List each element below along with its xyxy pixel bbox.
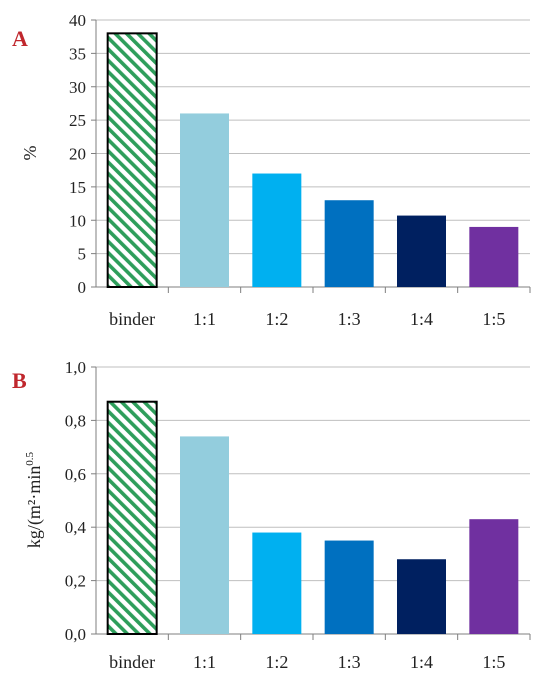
bar-binder <box>106 32 158 288</box>
bar-1-3 <box>324 540 374 634</box>
bars-a <box>106 32 519 288</box>
chart-b: B kg/(m²·min0.5 0,0 0,2 0,4 0,6 0,8 1,0 binde… <box>12 358 531 672</box>
x-tick-label: 1:1 <box>193 652 216 672</box>
bar-binder <box>106 400 158 635</box>
y-axis-label-a: % <box>20 146 40 161</box>
y-axis-label-b-main: kg/(m²·min <box>24 466 45 548</box>
bar-1-2 <box>252 532 302 634</box>
y-tick-label: 20 <box>69 145 86 164</box>
x-tick-label: 1:4 <box>410 652 433 672</box>
bar-1-5 <box>469 226 519 287</box>
y-tick-label: 0,2 <box>65 572 86 591</box>
x-tick-label: binder <box>109 309 155 329</box>
y-tick-label: 0 <box>78 278 87 297</box>
bar-1-4 <box>397 559 446 634</box>
y-tick-label: 30 <box>69 78 86 97</box>
x-tick-label: 1:3 <box>338 652 361 672</box>
chart-a: A % 0 5 10 15 20 25 30 35 40 binder 1:1 1:2 1:3 1:4 1… <box>12 11 531 329</box>
bars-b <box>106 400 519 635</box>
y-tick-label: 10 <box>69 211 86 230</box>
y-tick-label: 35 <box>69 44 86 63</box>
x-tick-label: 1:5 <box>482 652 505 672</box>
y-axis-label-b-sup: 0.5 <box>24 451 36 465</box>
x-tick-label: 1:3 <box>338 309 361 329</box>
x-tick-label: 1:5 <box>482 309 505 329</box>
x-tick-label: binder <box>109 652 155 672</box>
bar-1-1 <box>180 113 229 287</box>
grid-b <box>96 366 530 582</box>
bar-1-4 <box>397 215 446 287</box>
grid-a <box>96 19 530 255</box>
y-tick-label: 5 <box>78 245 87 264</box>
x-tick-label: 1:1 <box>193 309 216 329</box>
bar-1-3 <box>324 200 374 287</box>
x-tick-label: 1:4 <box>410 309 433 329</box>
x-tick-label: 1:2 <box>265 309 288 329</box>
y-tick-label: 25 <box>69 111 86 130</box>
bar-1-2 <box>252 173 302 287</box>
y-tick-label: 40 <box>69 11 86 30</box>
x-tick-label: 1:2 <box>265 652 288 672</box>
y-tick-label: 0,4 <box>65 518 87 537</box>
x-ticks-a: binder 1:1 1:2 1:3 1:4 1:5 <box>109 287 531 329</box>
panel-label-a: A <box>12 26 28 51</box>
y-tick-label: 15 <box>69 178 86 197</box>
x-ticks-b: binder 1:1 1:2 1:3 1:4 1:5 <box>109 634 531 672</box>
bar-1-5 <box>469 519 519 634</box>
y-tick-label: 0,0 <box>65 625 86 644</box>
panel-label-b: B <box>12 368 27 393</box>
y-tick-label: 1,0 <box>65 358 86 377</box>
y-tick-label: 0,6 <box>65 465 86 484</box>
bar-1-1 <box>180 436 229 634</box>
y-tick-label: 0,8 <box>65 411 86 430</box>
y-axis-label-b: kg/(m²·min0.5 <box>24 451 45 548</box>
